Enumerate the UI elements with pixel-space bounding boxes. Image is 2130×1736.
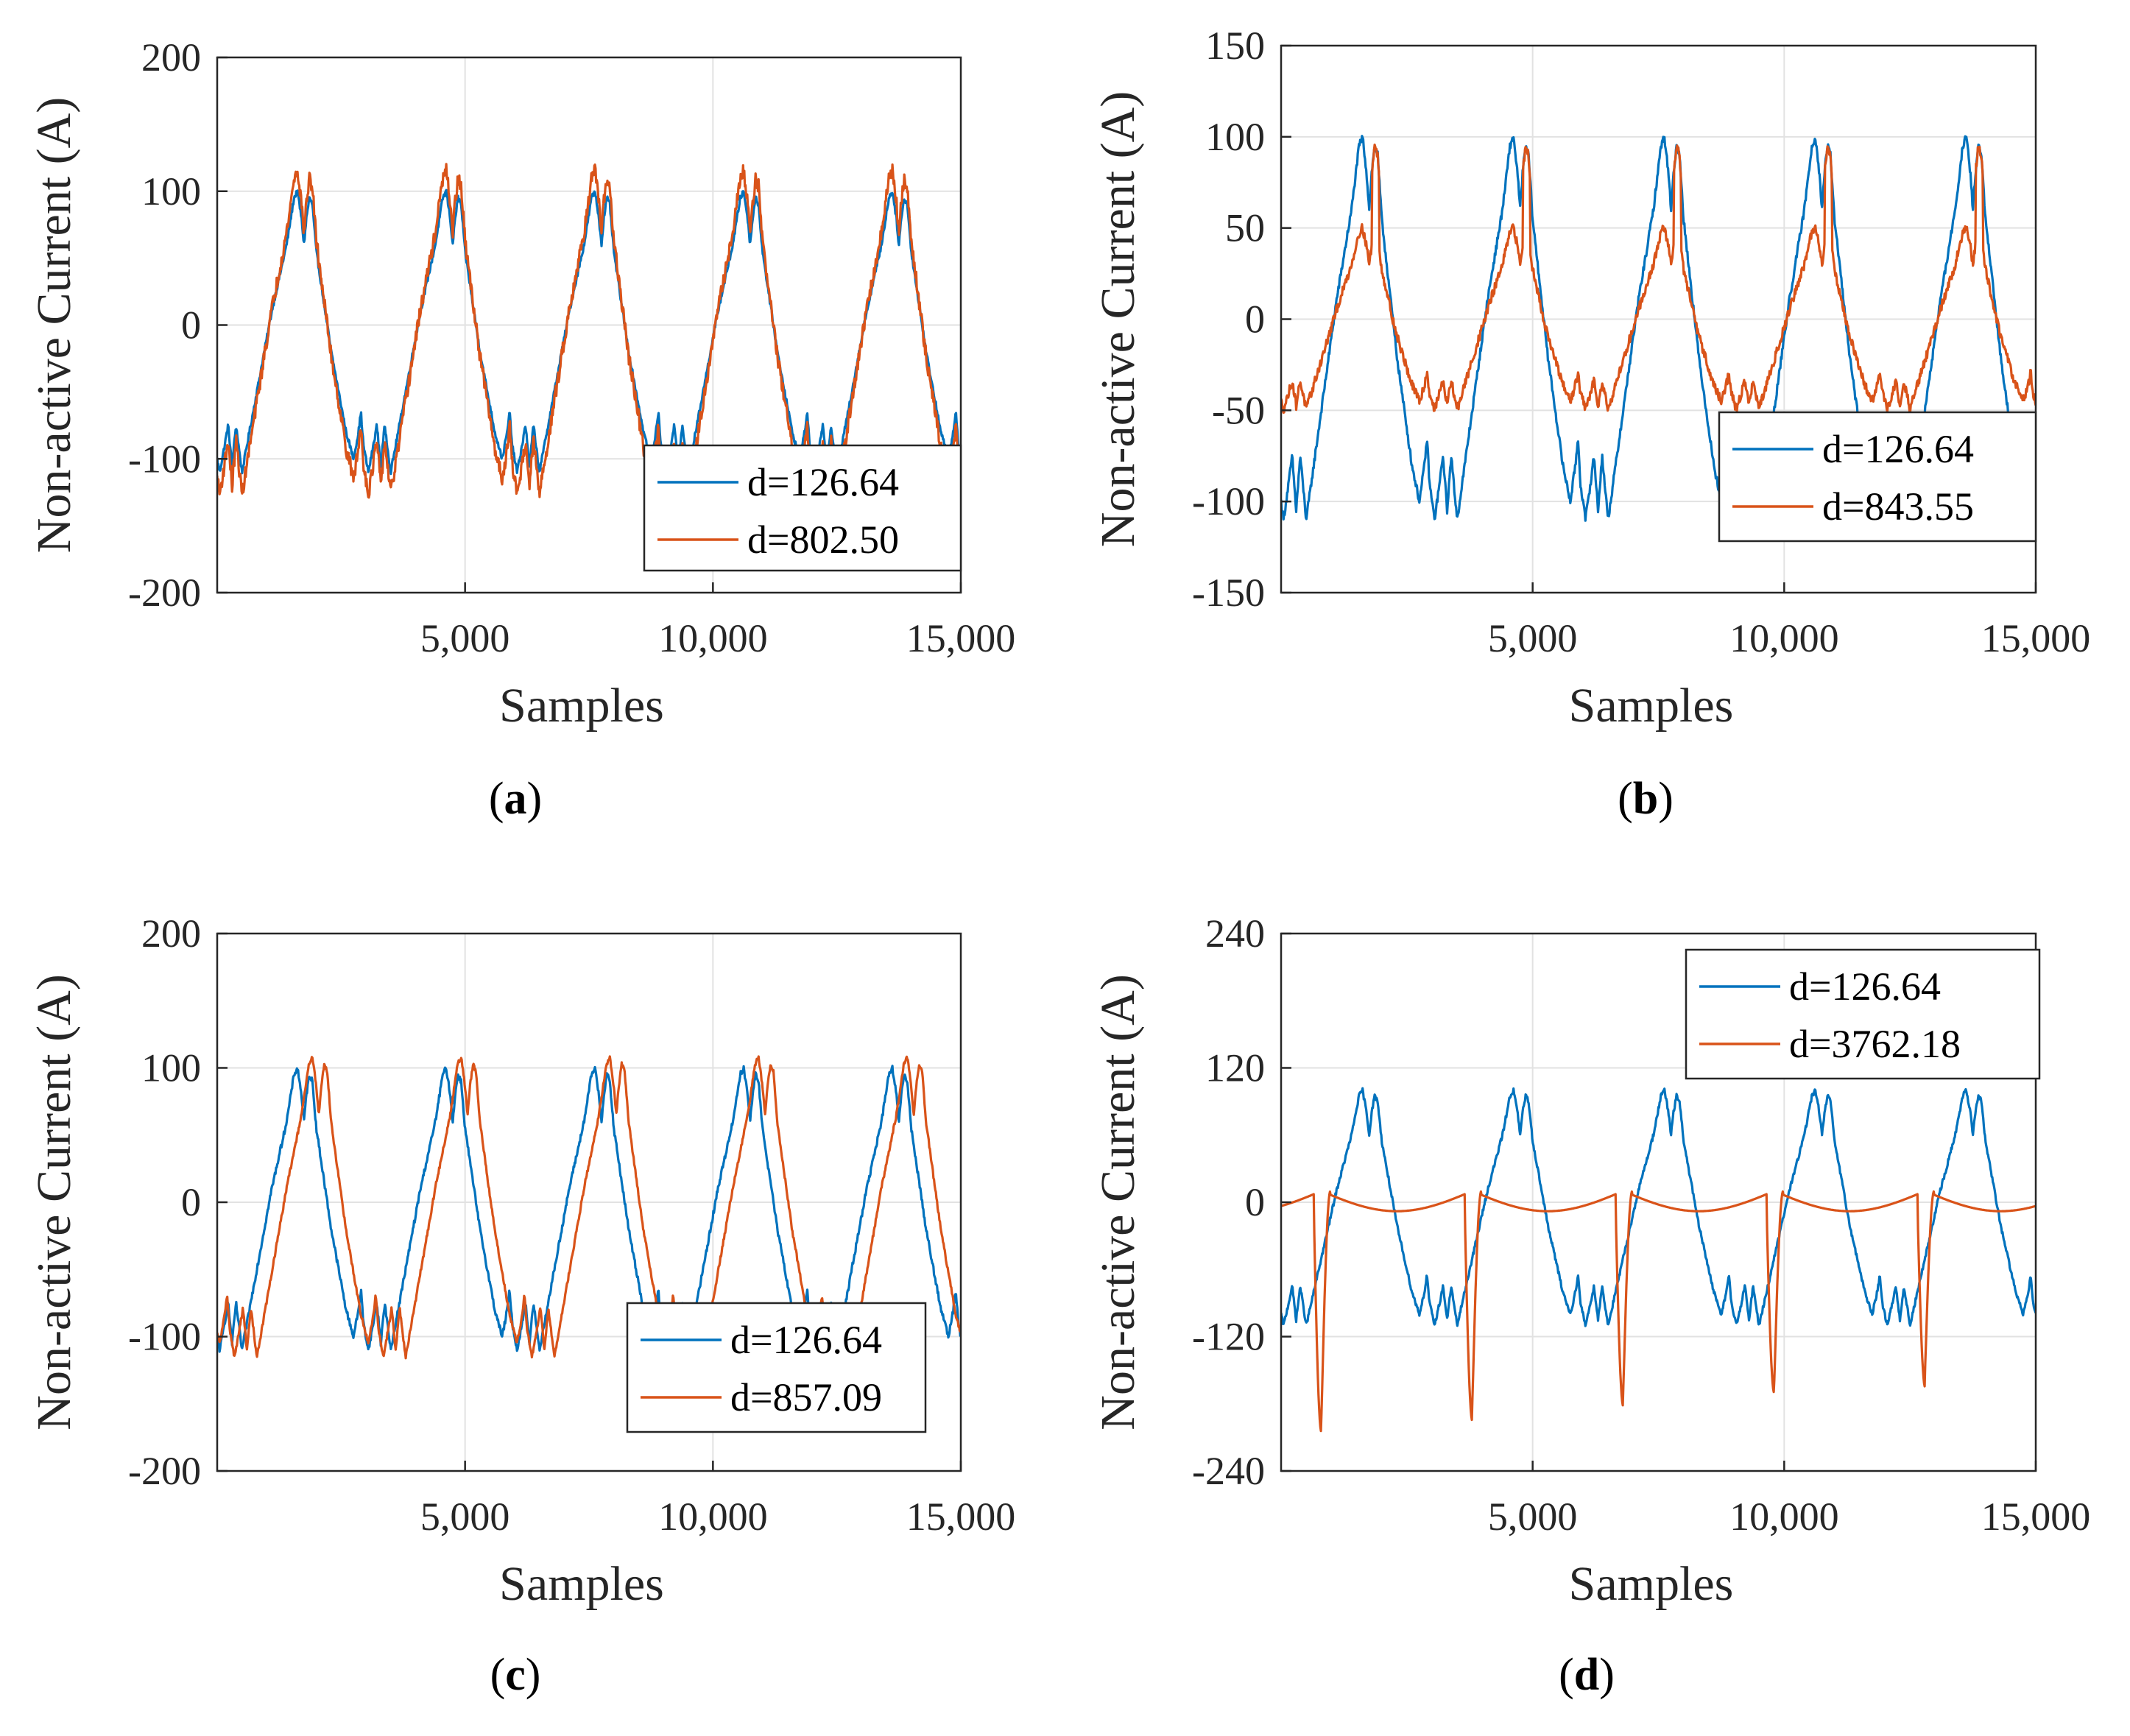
x-tick-label: 15,000 — [1981, 1495, 2091, 1539]
y-tick-label: -50 — [1212, 388, 1265, 432]
y-tick-label: -120 — [1192, 1315, 1265, 1359]
panel-label-d: (d) — [1559, 1650, 1615, 1700]
legend: d=126.64 d=802.50 — [643, 444, 962, 572]
y-tick-label: 50 — [1225, 206, 1265, 250]
y-tick-label: 150 — [1205, 24, 1265, 68]
chart-panel-a: 5,000 10,000 15,000 -200 -100 0 100 200 Samples N… — [27, 35, 1015, 824]
x-tick-label: 15,000 — [906, 1495, 1016, 1539]
y-tick-label: 0 — [181, 303, 201, 347]
x-tick-label: 10,000 — [1729, 616, 1839, 660]
y-tick-label: -200 — [128, 1449, 201, 1493]
y-axis-label: Non-active Current (A) — [1091, 974, 1145, 1430]
panel-label-b: (b) — [1618, 774, 1674, 824]
legend-box — [643, 444, 962, 572]
legend: d=126.64 d=843.55 — [1718, 411, 2037, 543]
y-tick-label: 100 — [141, 169, 201, 214]
x-axis-label: Samples — [499, 1557, 664, 1611]
legend-label-2: d=857.09 — [730, 1375, 882, 1419]
y-tick-label: 0 — [181, 1180, 201, 1224]
x-tick-label: 15,000 — [906, 616, 1016, 660]
y-tick-label: 200 — [141, 35, 201, 80]
legend-label-1: d=126.64 — [730, 1318, 882, 1362]
y-tick-label: 0 — [1245, 297, 1265, 342]
legend-label-2: d=843.55 — [1822, 484, 1974, 529]
y-tick-label: 0 — [1245, 1180, 1265, 1224]
x-tick-label: 5,000 — [420, 616, 510, 660]
panel-label-c: (c) — [490, 1650, 541, 1700]
legend-box — [1718, 411, 2037, 543]
legend: d=126.64 d=857.09 — [626, 1302, 927, 1433]
legend-label-1: d=126.64 — [747, 460, 899, 504]
y-tick-label: -100 — [1192, 479, 1265, 523]
legend-label-1: d=126.64 — [1789, 964, 1941, 1009]
chart-panel-c: 5,000 10,000 15,000 -200 -100 0 100 200 Samples N… — [27, 911, 1015, 1700]
y-axis-label: Non-active Current (A) — [27, 974, 81, 1430]
x-axis-label: Samples — [1569, 679, 1734, 733]
x-tick-label: 5,000 — [1488, 1495, 1578, 1539]
series-line-2 — [1281, 144, 2036, 414]
legend-box — [626, 1302, 927, 1433]
y-tick-label: 200 — [141, 911, 201, 956]
x-tick-label: 5,000 — [420, 1495, 510, 1539]
y-tick-label: 100 — [141, 1046, 201, 1090]
x-tick-label: 10,000 — [658, 616, 768, 660]
series-line-2 — [1281, 1190, 2036, 1433]
x-axis-label: Samples — [499, 679, 664, 733]
chart-panel-b: 5,000 10,000 15,000 -150 -100 -50 0 50 100 150 Sam… — [1091, 24, 2090, 824]
x-tick-label: 10,000 — [658, 1495, 768, 1539]
x-tick-label: 10,000 — [1729, 1495, 1839, 1539]
panel-label-a: (a) — [489, 774, 542, 824]
y-tick-label: -100 — [128, 437, 201, 481]
legend-label-1: d=126.64 — [1822, 427, 1974, 471]
y-tick-label: 100 — [1205, 115, 1265, 159]
y-axis-label: Non-active Current (A) — [1091, 91, 1145, 547]
legend: d=126.64 d=3762.18 — [1685, 948, 2041, 1080]
series-line-1 — [1281, 1087, 2036, 1327]
x-axis-label: Samples — [1569, 1557, 1734, 1611]
y-tick-label: 240 — [1205, 911, 1265, 956]
y-tick-label: -240 — [1192, 1449, 1265, 1493]
legend-label-2: d=3762.18 — [1789, 1022, 1961, 1066]
y-tick-label: -200 — [128, 571, 201, 615]
legend-box — [1685, 948, 2041, 1080]
y-tick-label: -100 — [128, 1315, 201, 1359]
chart-panel-d: 5,000 10,000 15,000 -240 -120 0 120 240 Samples N… — [1091, 911, 2090, 1700]
y-axis-label: Non-active Current (A) — [27, 97, 81, 553]
legend-label-2: d=802.50 — [747, 518, 899, 562]
y-tick-label: 120 — [1205, 1046, 1265, 1090]
x-tick-label: 15,000 — [1981, 616, 2091, 660]
x-tick-label: 5,000 — [1488, 616, 1578, 660]
y-tick-label: -150 — [1192, 571, 1265, 615]
